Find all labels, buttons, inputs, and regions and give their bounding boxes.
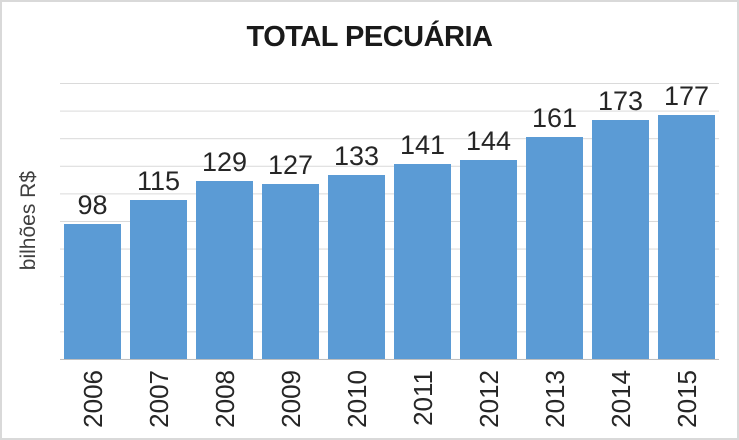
x-tick-label: 2013 — [539, 370, 570, 428]
bar-column: 115 — [130, 83, 187, 359]
x-tick-label: 2006 — [77, 370, 108, 428]
plot-area: 98 115 129 127 133 141 144 161 173 177 — [60, 80, 719, 360]
bar — [394, 164, 451, 359]
bar — [526, 136, 583, 359]
x-tick-cell: 2012 — [460, 370, 517, 432]
bar-value-label: 177 — [663, 80, 710, 111]
bar-value-label: 127 — [267, 149, 314, 180]
x-tick-label: 2015 — [671, 370, 702, 428]
bar-column: 129 — [196, 83, 253, 359]
x-tick-label: 2011 — [407, 370, 438, 426]
bar-value-label: 144 — [465, 126, 512, 157]
bar-column: 161 — [526, 83, 583, 359]
bar — [658, 114, 715, 359]
x-tick-label: 2009 — [275, 370, 306, 428]
bar-column: 177 — [658, 80, 715, 359]
bar-value-label: 133 — [333, 141, 380, 172]
y-axis: bilhões R$ — [12, 83, 46, 359]
x-tick-cell: 2008 — [196, 370, 253, 432]
bars: 98 115 129 127 133 141 144 161 173 177 — [60, 80, 719, 359]
bar-value-label: 129 — [201, 146, 248, 177]
bar-value-label: 141 — [399, 130, 446, 161]
x-tick-label: 2008 — [209, 370, 240, 428]
bar-value-label: 173 — [597, 86, 644, 117]
bar-column: 144 — [460, 83, 517, 359]
x-tick-cell: 2014 — [592, 370, 649, 432]
x-axis-labels: 2006 2007 2008 2009 2010 2011 2012 2013 2014 2015 — [60, 370, 719, 432]
bar — [64, 223, 121, 359]
x-tick-label: 2010 — [341, 370, 372, 428]
x-tick-cell: 2013 — [526, 370, 583, 432]
y-axis-label: bilhões R$ — [17, 171, 40, 271]
x-tick-cell: 2010 — [328, 370, 385, 432]
bar-column: 98 — [64, 83, 121, 359]
bar — [328, 175, 385, 359]
x-tick-label: 2012 — [473, 370, 504, 428]
bar-column: 173 — [592, 83, 649, 359]
bar — [196, 180, 253, 359]
bar-value-label: 161 — [531, 102, 578, 133]
bar — [460, 160, 517, 359]
bar-column: 141 — [394, 83, 451, 359]
bar-value-label: 115 — [136, 166, 181, 197]
chart-title: TOTAL PECUÁRIA — [246, 21, 493, 53]
x-tick-label: 2014 — [605, 370, 636, 428]
bar — [592, 120, 649, 359]
x-tick-cell: 2011 — [394, 370, 451, 432]
bar-value-label: 98 — [77, 189, 108, 220]
bar-column: 127 — [262, 83, 319, 359]
x-tick-cell: 2007 — [130, 370, 187, 432]
x-tick-cell: 2009 — [262, 370, 319, 432]
x-tick-label: 2007 — [143, 370, 174, 428]
x-tick-cell: 2006 — [64, 370, 121, 432]
bar — [262, 183, 319, 359]
bar — [130, 200, 187, 359]
bar-column: 133 — [328, 83, 385, 359]
x-tick-cell: 2015 — [658, 370, 715, 432]
